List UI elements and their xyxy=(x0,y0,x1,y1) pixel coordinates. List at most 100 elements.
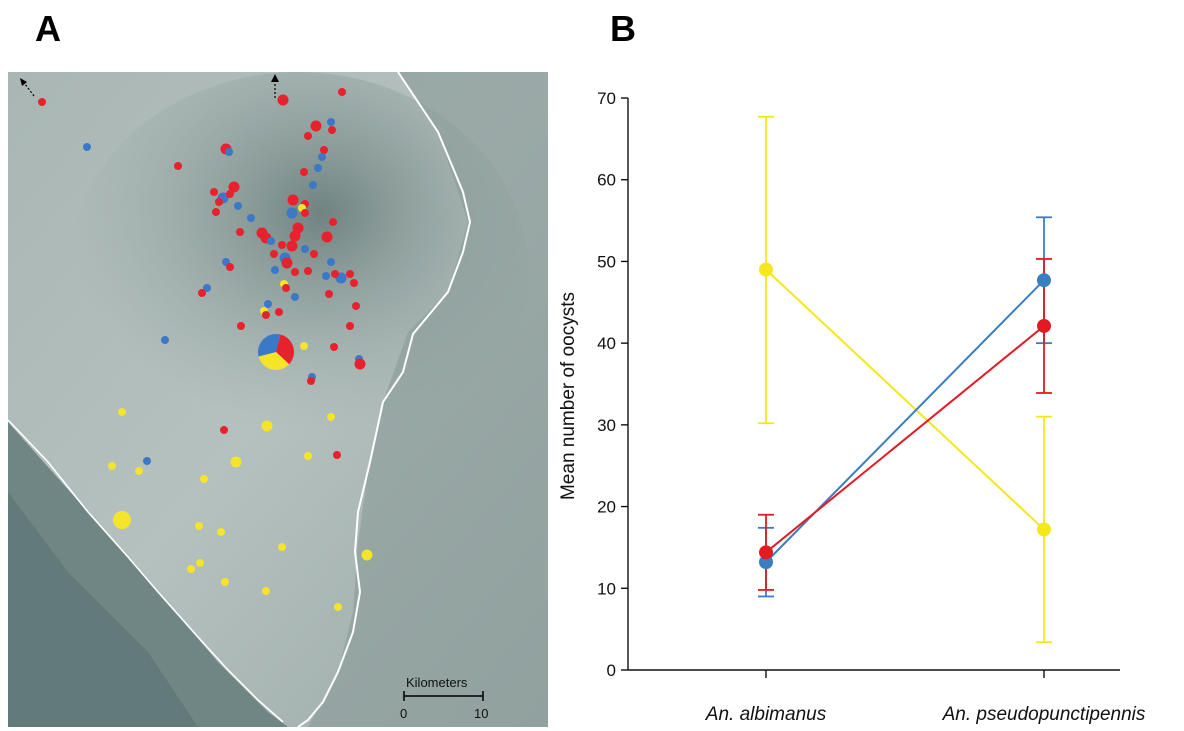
map-dot-blue xyxy=(264,300,272,308)
map-dot-blue xyxy=(286,207,298,219)
map-dot-yellow xyxy=(334,603,342,611)
pie-slice-yellow xyxy=(258,352,290,370)
map-dot-blue xyxy=(161,336,169,344)
map-dot-yellow xyxy=(200,475,208,483)
map-dot-red xyxy=(304,132,312,140)
data-point-blue xyxy=(1037,273,1051,288)
map-dot-blue xyxy=(322,272,330,280)
y-tick-label: 10 xyxy=(597,579,616,598)
map-dot-red xyxy=(300,168,308,176)
map-dot-red xyxy=(331,270,339,278)
map-dot-yellow xyxy=(230,456,242,468)
map-dot-blue xyxy=(318,153,326,161)
series-line-yellow xyxy=(765,268,1045,531)
scale-min: 0 xyxy=(400,706,407,721)
north-arrow-left-icon xyxy=(20,78,35,97)
map-dot-red xyxy=(228,181,240,193)
map-dot-blue xyxy=(203,284,211,292)
north-arrow-top-icon xyxy=(271,74,279,98)
map-dot-red xyxy=(226,190,234,198)
map-dot-red xyxy=(346,322,354,330)
map-dot-red xyxy=(325,290,333,298)
map-dot-red xyxy=(301,209,309,217)
map-dot-red xyxy=(310,250,318,258)
map-dot-red xyxy=(275,308,283,316)
scale-max: 10 xyxy=(474,706,488,721)
map-dot-yellow xyxy=(221,578,229,586)
chart-series xyxy=(758,115,1052,644)
border-line xyxy=(297,72,472,727)
y-tick-label: 20 xyxy=(597,498,616,517)
map-dot-red xyxy=(321,231,333,243)
map-dot-yellow xyxy=(300,342,308,350)
x-category-label: An. pseudopunctipennis xyxy=(942,704,1146,725)
map-dot-red xyxy=(286,240,298,252)
map-dot-blue xyxy=(327,258,335,266)
map-dot-red xyxy=(291,268,299,276)
map-dot-yellow xyxy=(278,543,286,551)
panel-a-label: A xyxy=(35,8,61,49)
map-dot-blue xyxy=(301,245,309,253)
map-dot-blue xyxy=(271,266,279,274)
map-dot-blue xyxy=(143,457,151,465)
series-line-blue xyxy=(765,279,1045,563)
map-dot-red xyxy=(270,250,278,258)
map-dot-red xyxy=(329,218,337,226)
ocean-deep xyxy=(8,492,198,727)
map-dot-yellow xyxy=(304,452,312,460)
y-tick-label: 40 xyxy=(597,334,616,353)
map-dot-blue xyxy=(83,143,91,151)
data-point-yellow xyxy=(1037,522,1051,537)
map-dot-yellow xyxy=(108,462,116,470)
y-tick-label: 0 xyxy=(607,661,616,680)
map-dot-blue xyxy=(267,237,275,245)
oocyst-chart: 0 10 20 30 40 50 60 70 An. albimanus An. pseudopu… xyxy=(558,89,1146,725)
map-dot-red xyxy=(281,257,293,269)
sample-dots xyxy=(38,88,373,611)
map-dot-red xyxy=(310,120,322,132)
scale-title: Kilometers xyxy=(406,675,468,690)
map-dot-red xyxy=(350,279,358,287)
map-dot-yellow xyxy=(195,522,203,530)
y-tick-label: 70 xyxy=(597,89,616,108)
map-dot-red xyxy=(289,230,301,242)
map-dot-yellow xyxy=(361,549,373,561)
map-dot-yellow xyxy=(187,565,195,573)
data-point-yellow xyxy=(759,262,773,277)
map-dot-red xyxy=(354,358,366,370)
pie-slice-blue xyxy=(258,334,281,357)
x-category-label: An. albimanus xyxy=(705,704,827,725)
map-dot-red xyxy=(287,194,299,206)
map-dot-blue xyxy=(327,118,335,126)
pie-slice-red xyxy=(276,334,294,365)
y-axis-label: Mean number of oocysts xyxy=(558,292,579,500)
data-point-blue xyxy=(759,555,773,570)
map-dot-red xyxy=(236,228,244,236)
series-line-red xyxy=(765,325,1045,554)
map-dot-red xyxy=(174,162,182,170)
y-tick-label: 60 xyxy=(597,171,616,190)
map-dot-red xyxy=(278,241,286,249)
map-dot-yellow xyxy=(262,587,270,595)
map-dot-red xyxy=(282,284,290,292)
map-dot-red xyxy=(320,146,328,154)
data-point-red xyxy=(1037,318,1051,333)
map-dot-red xyxy=(330,343,338,351)
map-dot-red xyxy=(338,88,346,96)
map-dot-red xyxy=(226,263,234,271)
map-dot-red xyxy=(198,289,206,297)
map-dot-red xyxy=(38,98,46,106)
coastline xyxy=(8,419,284,723)
chart-axes: 0 10 20 30 40 50 60 70 An. albimanus An. pseudopu… xyxy=(597,89,1146,725)
map-dot-red xyxy=(328,126,336,134)
map-dot-blue xyxy=(234,202,242,210)
satellite-map: Kilometers 0 10 xyxy=(8,72,548,727)
map-dot-yellow xyxy=(118,408,126,416)
map-dot-red xyxy=(210,188,218,196)
panel-b-label: B xyxy=(610,8,636,49)
map-dot-red xyxy=(215,198,223,206)
map-dot-red xyxy=(304,267,312,275)
map-dot-blue xyxy=(291,293,299,301)
y-tick-label: 50 xyxy=(597,252,616,271)
map-dot-yellow xyxy=(261,420,273,432)
